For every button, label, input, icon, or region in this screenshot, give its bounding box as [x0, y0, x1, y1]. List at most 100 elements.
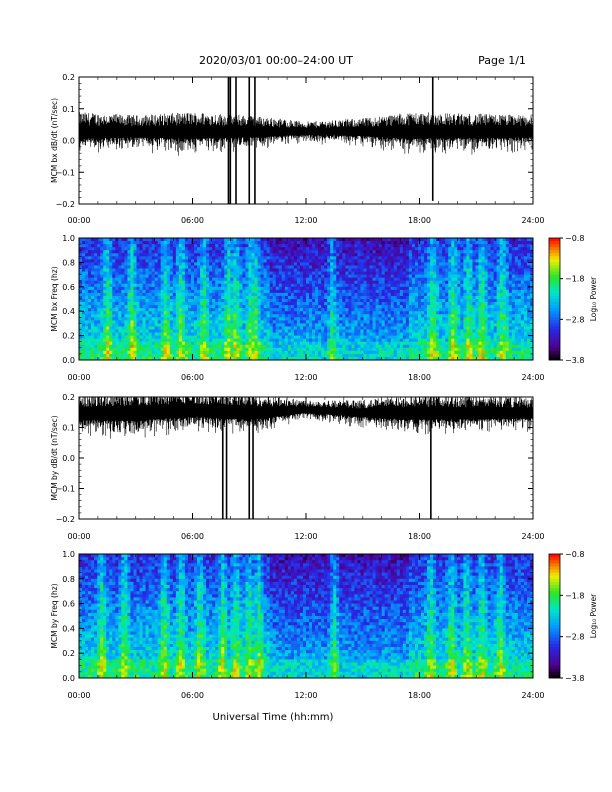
spectrogram-cell — [112, 247, 116, 251]
spectrogram-cell — [215, 305, 219, 309]
spectrogram-cell — [351, 356, 355, 361]
spectrogram-cell — [414, 271, 419, 275]
spectrogram-cell — [372, 292, 377, 297]
spectrogram-cell — [357, 238, 361, 242]
spectrogram-cell — [251, 314, 255, 318]
spectrogram-cell — [194, 344, 198, 349]
spectrogram-cell — [321, 329, 325, 333]
spectrogram-cell — [166, 350, 171, 355]
spectrogram-cell — [218, 286, 222, 291]
spectrogram-cell — [260, 332, 265, 336]
spectrogram-cell — [302, 253, 307, 257]
spectrogram-cell — [142, 259, 146, 263]
spectrogram-cell — [411, 244, 416, 248]
spectrogram-cell — [378, 256, 383, 260]
spectrogram-cell — [312, 320, 316, 324]
spectrogram-cell — [399, 283, 404, 288]
spectrogram-cell — [393, 265, 398, 269]
spectrogram-cell — [145, 280, 150, 285]
spectrogram-cell — [145, 347, 150, 352]
spectrogram-cell — [278, 323, 283, 327]
spectrogram-cell — [424, 341, 428, 346]
spectrogram-cell — [433, 241, 437, 245]
spectrogram-cell — [336, 332, 340, 336]
spectrogram-cell — [88, 347, 92, 352]
spectrogram-cell — [166, 274, 171, 279]
spectrogram-cell — [427, 338, 431, 343]
spectrogram-cell — [233, 265, 237, 269]
spectrogram-cell — [236, 350, 240, 355]
x-tick-label: 18:00 — [408, 216, 431, 225]
spectrogram-cell — [424, 314, 428, 318]
spectrogram-cell — [405, 271, 410, 275]
spectrogram-cell — [148, 262, 153, 266]
spectrogram-cell — [88, 265, 92, 269]
spectrogram-cell — [197, 289, 201, 294]
spectrogram-cell — [345, 262, 349, 266]
spectrogram-cell — [348, 305, 352, 309]
spectrogram-cell — [375, 299, 380, 303]
spectrogram-cell — [433, 341, 437, 346]
spectrogram-cell — [408, 262, 413, 266]
spectrogram-cell — [88, 271, 92, 275]
spectrogram-cell — [384, 323, 389, 327]
spectrogram-cell — [278, 238, 283, 242]
spectrogram-cell — [218, 356, 222, 361]
spectrogram-cell — [384, 292, 389, 297]
spectrogram-cell — [396, 274, 401, 279]
spectrogram-cell — [324, 280, 328, 285]
spectrogram-cell — [351, 344, 355, 349]
spectrogram-cell — [248, 250, 252, 254]
x-tick-label: 24:00 — [521, 216, 544, 225]
spectrogram-cell — [88, 338, 92, 343]
spectrogram-cell — [203, 247, 207, 251]
spectrogram-cell — [414, 247, 419, 251]
spectrogram-cell — [230, 314, 234, 318]
spectrogram-cell — [351, 289, 355, 294]
spectrogram-cell — [139, 356, 143, 361]
spectrogram-cell — [136, 280, 140, 285]
spectrogram-cell — [433, 265, 437, 269]
spectrogram-cell — [390, 350, 395, 355]
spectrogram-cell — [127, 283, 131, 288]
spectrogram-cell — [375, 262, 380, 266]
spectrogram-cell — [97, 268, 101, 272]
spectrogram-cell — [136, 277, 140, 282]
spectrogram-cell — [402, 347, 407, 352]
spectrogram-cell — [363, 302, 367, 306]
spectrogram-cell — [333, 280, 337, 285]
spectrogram-cell — [414, 262, 419, 266]
spectrogram-cell — [79, 292, 83, 297]
spectrogram-cell — [351, 311, 355, 315]
spectrogram-cell — [312, 238, 316, 242]
spectrogram-cell — [151, 289, 156, 294]
spectrogram-cell — [109, 299, 113, 303]
spectrogram-cell — [414, 320, 419, 324]
spectrogram-cell — [221, 314, 225, 318]
spectrogram-cell — [206, 244, 210, 248]
spectrogram-cell — [242, 314, 246, 318]
spectrogram-cell — [136, 338, 140, 343]
spectrogram-cell — [414, 332, 419, 336]
spectrogram-cell — [424, 289, 428, 294]
spectrogram-cell — [393, 311, 398, 315]
spectrogram-cell — [342, 256, 346, 260]
spectrogram-cell — [372, 289, 377, 294]
spectrogram-cell — [245, 305, 249, 309]
spectrogram-cell — [442, 356, 446, 361]
spectrogram-cell — [172, 353, 177, 358]
spectrogram-cell — [112, 268, 116, 272]
spectrogram-cell — [175, 268, 180, 272]
spectrogram-cell — [175, 299, 180, 303]
spectrogram-cell — [312, 286, 316, 291]
spectrogram-cell — [197, 311, 201, 315]
spectrogram-cell — [124, 308, 128, 312]
spectrogram-cell — [212, 250, 216, 254]
spectrogram-cell — [287, 256, 292, 260]
spectrogram-cell — [91, 323, 95, 327]
spectrogram-cell — [172, 256, 177, 260]
spectrogram-cell — [366, 268, 370, 272]
spectrogram-cell — [127, 305, 131, 309]
spectrogram-cell — [194, 350, 198, 355]
spectrogram-cell — [312, 344, 316, 349]
